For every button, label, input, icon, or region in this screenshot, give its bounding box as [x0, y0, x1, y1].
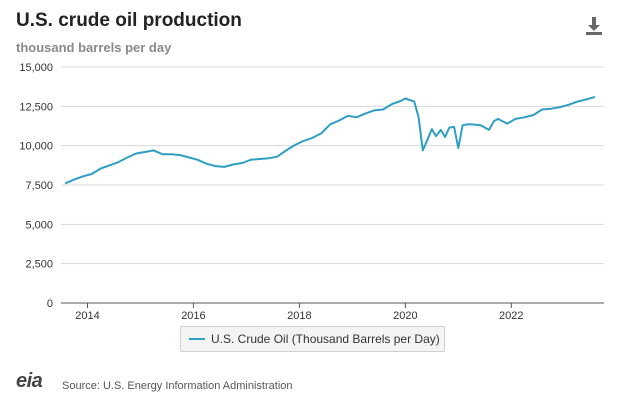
x-tick-label: 2018 — [287, 310, 311, 320]
download-icon[interactable] — [584, 16, 604, 36]
x-tick-label: 2016 — [181, 310, 205, 320]
source-note: Source: U.S. Energy Information Administ… — [62, 380, 293, 392]
chart-title: U.S. crude oil production — [16, 10, 242, 31]
y-tick-label: 0 — [47, 298, 53, 310]
x-tick-label: 2022 — [499, 310, 523, 320]
series-line-us-crude-oil[interactable] — [64, 95, 596, 185]
gridlines — [61, 66, 604, 265]
legend-label: U.S. Crude Oil (Thousand Barrels per Day… — [211, 332, 440, 346]
legend-swatch — [189, 338, 205, 340]
y-tick-label: 12,500 — [19, 101, 53, 113]
eia-logo: eia — [16, 370, 43, 392]
y-tick-label: 5,000 — [25, 219, 53, 231]
chart-subtitle: thousand barrels per day — [16, 40, 172, 55]
y-tick-label: 10,000 — [19, 141, 53, 153]
legend-item-us-crude-oil[interactable]: U.S. Crude Oil (Thousand Barrels per Day… — [180, 326, 445, 352]
y-tick-label: 15,000 — [19, 62, 53, 74]
x-tick-label: 2020 — [393, 310, 417, 320]
x-tick-label: 2014 — [75, 310, 99, 320]
y-tick-label: 7,500 — [25, 180, 53, 192]
x-axis-ticks: 2014 2016 2018 2020 2022 — [75, 303, 524, 320]
y-tick-label: 2,500 — [25, 259, 53, 271]
y-axis-ticks: 0 2,500 5,000 7,500 10,000 12,500 15,000 — [19, 62, 53, 310]
